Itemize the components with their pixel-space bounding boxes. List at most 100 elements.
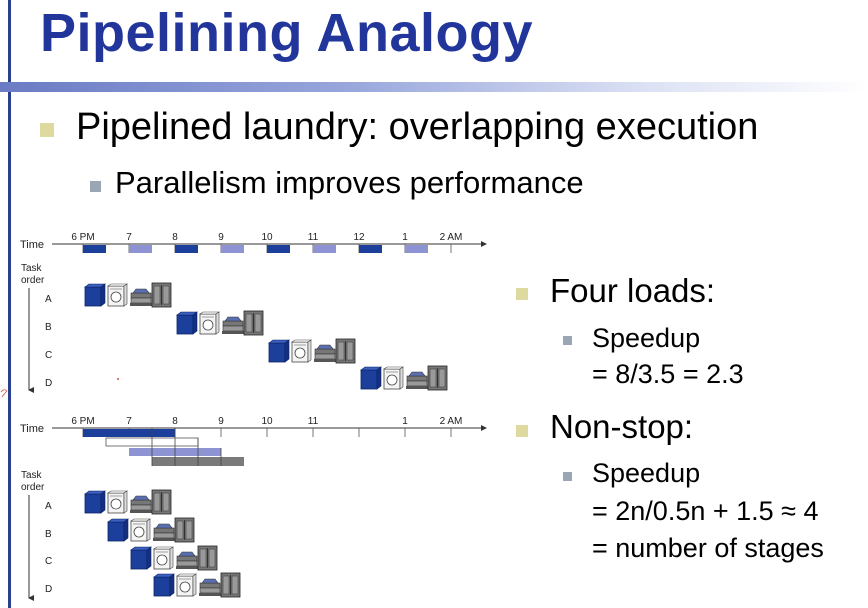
dryer-icon (199, 311, 220, 335)
four-loads-line-1: Speedup (592, 323, 701, 353)
tick-label: 9 (218, 232, 224, 243)
tick-label: 9 (218, 416, 224, 427)
closet-icon (427, 365, 448, 391)
slot-wash (83, 245, 106, 253)
pipelined-loads (84, 489, 241, 598)
washer-icon (268, 339, 290, 363)
time-ticks: 6 PM 7 8 9 10 11 1 2 AM (71, 416, 462, 437)
bullet-sub: Parallelism improves performance (115, 165, 584, 200)
laundry-load (130, 545, 218, 571)
bullet-marker (516, 425, 528, 437)
slide-title: Pipelining Analogy (40, 3, 534, 63)
tick-label: 10 (261, 232, 273, 243)
dryer-icon (291, 339, 312, 363)
sequential-timeline: Time 6 PM 7 8 9 10 11 12 1 2 AM Task order A B C… (20, 232, 487, 393)
task-order-label: order (21, 482, 45, 493)
dryer-icon (383, 366, 404, 390)
task-order-label: order (21, 275, 45, 286)
tick-label: 10 (261, 416, 273, 427)
dryer-icon (107, 490, 128, 514)
bullet-marker (40, 123, 54, 137)
tick-label: 2 AM (440, 416, 463, 427)
tick-label: 7 (126, 232, 132, 243)
closet-icon (335, 338, 356, 364)
non-stop-line-2: = 2n/0.5n + 1.5 ≈ 4 (592, 496, 819, 526)
task-label: Task (21, 470, 43, 481)
non-stop-heading: Non-stop: (550, 408, 694, 445)
laundry-load (153, 572, 241, 598)
washer-icon (176, 311, 198, 335)
slot-wash (359, 245, 382, 253)
stage-bar-wash (83, 429, 175, 437)
tick-label: 1 (402, 232, 408, 243)
sequential-loads (84, 282, 448, 391)
task-b: B (45, 322, 52, 333)
dryer-icon (153, 546, 174, 570)
task-b: B (45, 529, 52, 540)
four-loads-line-2: = 8/3.5 = 2.3 (592, 359, 744, 389)
laundry-load (84, 282, 172, 308)
laundry-load (360, 365, 448, 391)
task-d: D (45, 584, 52, 595)
washer-icon (84, 490, 106, 514)
laundry-load (176, 310, 264, 336)
stray-annotation-mark (0, 389, 8, 398)
tick-label: 11 (308, 416, 319, 427)
task-label: Task (21, 263, 43, 274)
folder-icon (222, 316, 244, 334)
slot-dry (129, 245, 152, 253)
laundry-load (268, 338, 356, 364)
tick-label: 2 AM (440, 232, 463, 243)
closet-icon (197, 545, 218, 571)
laundry-load (84, 489, 172, 515)
tick-label: 6 PM (71, 416, 94, 427)
task-d: D (45, 378, 52, 389)
tick-label: 12 (353, 232, 365, 243)
washer-icon (360, 366, 382, 390)
slot-dry (313, 245, 336, 253)
tick-label: 6 PM (71, 232, 94, 243)
slot-wash (175, 245, 198, 253)
bullet-main: Pipelined laundry: overlapping execution (76, 106, 759, 148)
tick-label: 8 (172, 232, 178, 243)
folder-icon (406, 371, 428, 389)
task-a: A (45, 294, 52, 305)
dryer-icon (130, 518, 151, 542)
washer-icon (84, 283, 106, 307)
title-underline (0, 82, 868, 92)
sub-bullet-marker (90, 181, 101, 192)
pipelined-timeline: Time 6 PM 7 8 9 10 11 1 2 AM Task order A B C D (20, 416, 487, 601)
dryer-icon (176, 573, 197, 597)
tick-label: 1 (402, 416, 408, 427)
washer-icon (130, 546, 152, 570)
sub-bullet-marker (563, 336, 572, 345)
folder-icon (314, 344, 336, 362)
left-accent-rule (8, 0, 11, 608)
bullet-marker (516, 288, 528, 300)
slot-wash (267, 245, 290, 253)
closet-icon (151, 282, 172, 308)
sub-bullet-marker (563, 472, 572, 481)
folder-icon (199, 578, 221, 596)
folder-icon (130, 495, 152, 513)
closet-icon (151, 489, 172, 515)
closet-icon (220, 572, 241, 598)
time-label: Time (20, 239, 44, 251)
four-loads-heading: Four loads: (550, 272, 716, 309)
washer-icon (107, 518, 129, 542)
slot-dry (405, 245, 428, 253)
tick-label: 8 (172, 416, 178, 427)
non-stop-line-1: Speedup (592, 458, 701, 488)
slot-dry (221, 245, 244, 253)
washer-icon (153, 573, 175, 597)
dryer-icon (107, 283, 128, 307)
laundry-load (107, 517, 195, 543)
tick-label: 7 (126, 416, 132, 427)
stray-annotation-dot (117, 378, 119, 380)
folder-icon (176, 551, 198, 569)
folder-icon (153, 523, 175, 541)
task-a: A (45, 501, 52, 512)
non-stop-line-3: = number of stages (592, 533, 824, 563)
closet-icon (174, 517, 195, 543)
